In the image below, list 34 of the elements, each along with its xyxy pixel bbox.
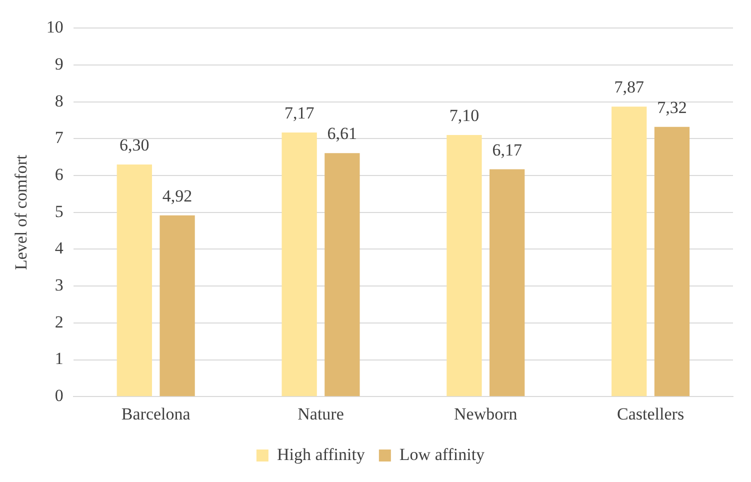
bar	[324, 153, 360, 396]
data-label: 6,30	[120, 135, 150, 154]
bar	[490, 169, 525, 396]
y-tick-label: 7	[54, 128, 64, 148]
y-tick-label: 5	[54, 202, 64, 221]
x-tick-label: Newborn	[454, 404, 518, 424]
y-tick-label: 0	[54, 386, 64, 406]
x-tick-label: Castellers	[617, 404, 684, 424]
x-tick-label: Barcelona	[121, 404, 191, 424]
bar	[446, 135, 482, 396]
data-label: 6,17	[492, 140, 522, 160]
legend-label: Low affinity	[399, 444, 486, 464]
data-label: 6,61	[327, 124, 358, 144]
y-tick-label: 6	[54, 165, 64, 184]
y-tick-label: 4	[54, 238, 64, 258]
data-label: 7,10	[449, 106, 480, 126]
legend-label: High affinity	[276, 444, 366, 464]
y-tick-label: 10	[46, 18, 64, 37]
y-tick-label: 3	[54, 276, 64, 295]
bar	[654, 126, 690, 396]
y-axis-title: Level of comfort	[12, 154, 31, 270]
bar	[282, 132, 317, 396]
y-tick-label: 1	[54, 349, 64, 368]
bar	[116, 164, 152, 396]
y-tick-label: 2	[54, 312, 64, 332]
data-label: 7,17	[284, 103, 315, 122]
y-tick-label: 8	[54, 91, 64, 110]
bar	[612, 106, 647, 396]
bar	[160, 215, 195, 396]
x-tick-label: Nature	[298, 404, 344, 424]
y-tick-label: 9	[54, 54, 64, 74]
data-label: 4,92	[162, 186, 192, 206]
data-label: 7,87	[614, 78, 644, 97]
data-label: 7,32	[657, 98, 687, 117]
